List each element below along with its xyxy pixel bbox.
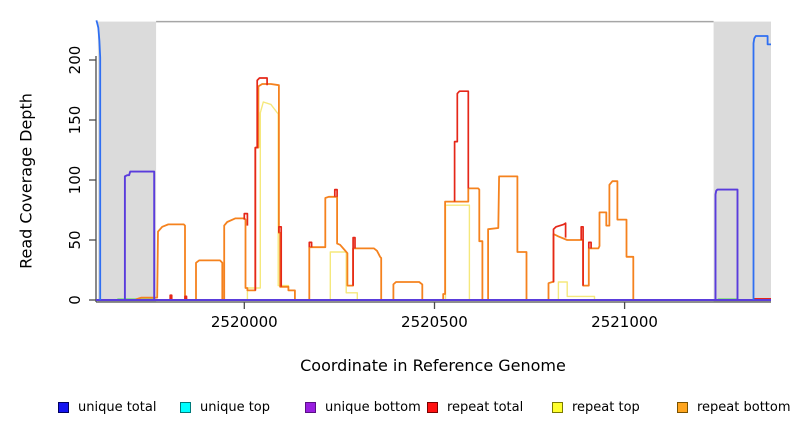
series-line-unique-total (752, 35, 771, 300)
series-line-repeat-total (352, 236, 356, 286)
masked-region (97, 21, 157, 302)
legend-swatch-repeat-top (552, 402, 563, 413)
legend-item-repeat-total: repeat total (427, 400, 523, 415)
series-line-repeat-total (587, 241, 592, 249)
legend-swatch-repeat-total (427, 402, 438, 413)
legend-swatch-repeat-bottom (677, 402, 688, 413)
series-line-unique-total (95, 20, 102, 300)
series-line-repeat-top (557, 281, 596, 300)
legend-item-repeat-bottom: repeat bottom (677, 400, 791, 415)
legend: unique total unique top unique bottom repea… (0, 400, 792, 422)
legend-label: repeat bottom (697, 400, 791, 415)
series-line-unique-bottom (123, 170, 156, 300)
legend-label: unique total (78, 400, 157, 415)
legend-label: unique bottom (325, 400, 421, 415)
masked-region (713, 21, 771, 302)
series-line-repeat-total (333, 188, 338, 197)
legend-item-repeat-top: repeat top (552, 400, 640, 415)
legend-swatch-unique-total (58, 402, 69, 413)
series-line-repeat-total (254, 77, 268, 291)
series-line-repeat-total (243, 212, 249, 226)
series-line-repeat-total (453, 90, 470, 202)
series-line-repeat-total (184, 295, 188, 300)
legend-item-unique-total: unique total (58, 400, 156, 415)
series-line-repeat-top (444, 204, 471, 300)
series-line-repeat-total (169, 294, 173, 300)
legend-swatch-unique-bottom (305, 402, 316, 413)
series-line-repeat-total (278, 225, 283, 287)
legend-item-unique-bottom: unique bottom (305, 400, 421, 415)
series-line-unique-bottom (714, 188, 739, 300)
series-line-repeat-total (308, 241, 313, 248)
legend-label: unique top (200, 400, 271, 415)
legend-swatch-unique-top (180, 402, 191, 413)
legend-label: repeat total (447, 400, 524, 415)
series-line-repeat-total (580, 225, 584, 286)
legend-item-unique-top: unique top (180, 400, 270, 415)
series-line-repeat-bottom (96, 83, 771, 301)
legend-label: repeat top (572, 400, 640, 415)
series-line-repeat-total (552, 222, 567, 282)
series-line-repeat-top (329, 251, 358, 300)
